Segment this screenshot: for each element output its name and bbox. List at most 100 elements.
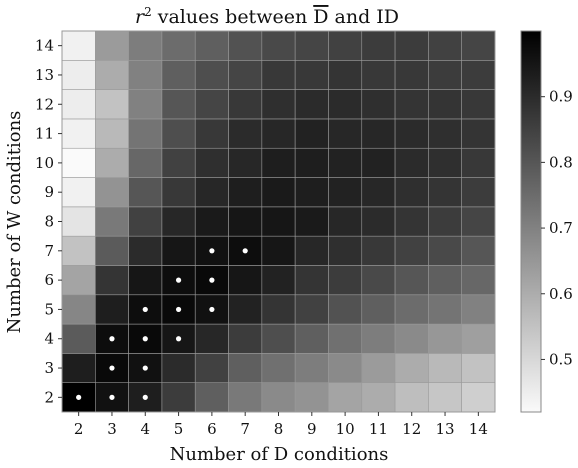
- heatmap-cell-d13-w13: [428, 60, 462, 90]
- heatmap-cells: [61, 30, 496, 413]
- heatmap-cell-d9-w4: [294, 323, 329, 354]
- x-tick-label: 2: [74, 420, 84, 438]
- x-tick-label: 7: [240, 420, 250, 438]
- heatmap-cell-d7-w2: [228, 382, 263, 413]
- heatmap-cell-d2-w4: [61, 323, 96, 354]
- heatmap-cell-d12-w4: [394, 323, 429, 354]
- heatmap-cell-d13-w8: [428, 206, 462, 237]
- heatmap-cell-d12-w3: [394, 353, 429, 383]
- heatmap-cell-d8-w7: [261, 235, 296, 266]
- heatmap-cell-d7-w14: [228, 30, 263, 61]
- heatmap-cell-d7-w12: [228, 89, 263, 120]
- heatmap-cell-d14-w7: [461, 235, 496, 266]
- heatmap-cell-d13-w6: [428, 265, 462, 296]
- marker-d3-w2: [109, 394, 115, 400]
- heatmap-cell-d11-w5: [361, 294, 396, 325]
- heatmap-cell-d14-w5: [461, 294, 496, 325]
- heatmap-cell-d13-w10: [428, 147, 462, 178]
- heatmap-cell-d5-w11: [161, 118, 196, 149]
- heatmap-cell-d3-w7: [95, 235, 129, 266]
- colorbar-tick-label: 0.7: [549, 219, 573, 237]
- heatmap-cell-d4-w11: [128, 118, 163, 149]
- heatmap-cell-d13-w9: [428, 177, 462, 208]
- heatmap-cell-d2-w10: [61, 147, 96, 178]
- x-tick-label: 4: [140, 420, 150, 438]
- heatmap-cell-d6-w3: [194, 353, 229, 383]
- heatmap-cell-d11-w14: [361, 30, 396, 61]
- marker-d7-w7: [242, 248, 248, 254]
- heatmap-cell-d12-w10: [394, 147, 429, 178]
- heatmap-cell-d13-w4: [428, 323, 462, 354]
- heatmap-cell-d2-w12: [61, 89, 96, 120]
- marker-d5-w6: [175, 277, 182, 283]
- heatmap-cell-d10-w3: [328, 353, 363, 383]
- significance-markers: [76, 248, 248, 400]
- marker-d4-w5: [142, 306, 148, 313]
- heatmap-cell-d2-w6: [61, 265, 96, 296]
- colorbar-tick-label: 0.5: [549, 350, 573, 368]
- heatmap-cell-d12-w13: [394, 60, 429, 90]
- heatmap-cell-d14-w13: [461, 60, 496, 90]
- heatmap-cell-d14-w11: [461, 118, 496, 149]
- heatmap-cell-d13-w14: [428, 30, 462, 61]
- heatmap-cell-d3-w14: [95, 30, 129, 61]
- heatmap-cell-d7-w3: [228, 353, 263, 383]
- heatmap-cell-d8-w4: [261, 323, 296, 354]
- heatmap-cell-d10-w11: [328, 118, 363, 149]
- heatmap-cell-d14-w6: [461, 265, 496, 296]
- heatmap-cell-d4-w13: [128, 60, 163, 90]
- heatmap-cell-d10-w14: [328, 30, 363, 61]
- marker-d5-w5: [175, 306, 182, 313]
- heatmap-cell-d8-w13: [261, 60, 296, 90]
- marker-d3-w3: [109, 365, 115, 371]
- heatmap-cell-d6-w11: [194, 118, 229, 149]
- heatmap-cell-d11-w2: [361, 382, 396, 413]
- x-tick-label: 6: [207, 420, 217, 438]
- heatmap-cell-d12-w6: [394, 265, 429, 296]
- heatmap-cell-d7-w8: [228, 206, 263, 237]
- y-tick-label: 8: [44, 213, 54, 231]
- heatmap-cell-d9-w13: [294, 60, 329, 90]
- heatmap-cell-d4-w14: [128, 30, 163, 61]
- colorbar-ticks: 0.5 0.6 0.7 0.8 0.9: [541, 88, 573, 368]
- heatmap-cell-d13-w11: [428, 118, 462, 149]
- marker-d5-w4: [175, 336, 182, 342]
- y-tick-label: 11: [35, 125, 54, 143]
- y-tick-label: 6: [44, 271, 54, 289]
- heatmap-cell-d11-w6: [361, 265, 396, 296]
- x-axis-ticks: 2 3 4 5 6 7 8 9 10 11 12 13 14: [74, 412, 488, 438]
- heatmap-cell-d14-w4: [461, 323, 496, 354]
- heatmap-cell-d8-w5: [261, 294, 296, 325]
- heatmap-cell-d3-w6: [95, 265, 129, 296]
- heatmap-cell-d10-w10: [328, 147, 363, 178]
- heatmap-cell-d2-w8: [61, 206, 96, 237]
- heatmap-cell-d4-w8: [128, 206, 163, 237]
- heatmap-cell-d10-w7: [328, 235, 363, 266]
- heatmap-cell-d7-w4: [228, 323, 263, 354]
- heatmap-cell-d4-w7: [128, 235, 163, 266]
- heatmap-cell-d5-w9: [161, 177, 196, 208]
- y-tick-label: 10: [35, 154, 54, 172]
- heatmap-cell-d2-w9: [61, 177, 96, 208]
- heatmap-cell-d9-w12: [294, 89, 329, 120]
- heatmap-cell-d3-w9: [95, 177, 129, 208]
- heatmap-cell-d8-w12: [261, 89, 296, 120]
- heatmap-cell-d5-w12: [161, 89, 196, 120]
- heatmap-cell-d13-w2: [428, 382, 462, 413]
- y-axis-label: Number of W conditions: [4, 111, 25, 334]
- heatmap-cell-d7-w11: [228, 118, 263, 149]
- heatmap-cell-d7-w10: [228, 147, 263, 178]
- marker-d4-w3: [142, 365, 148, 371]
- x-tick-label: 5: [174, 420, 184, 438]
- heatmap-cell-d10-w5: [328, 294, 363, 325]
- heatmap-cell-d6-w14: [194, 30, 229, 61]
- y-tick-label: 12: [35, 95, 54, 113]
- heatmap-cell-d5-w4: [161, 323, 196, 354]
- chart-title: r2 values between D and ID: [135, 5, 399, 28]
- y-axis-ticks: 2 3 4 5 6 7 8 9 10 11 12 13 14: [35, 37, 62, 406]
- heatmap-cell-d14-w12: [461, 89, 496, 120]
- heatmap-cell-d5-w2: [161, 382, 196, 413]
- heatmap-cell-d10-w6: [328, 265, 363, 296]
- marker-d6-w5: [209, 306, 215, 313]
